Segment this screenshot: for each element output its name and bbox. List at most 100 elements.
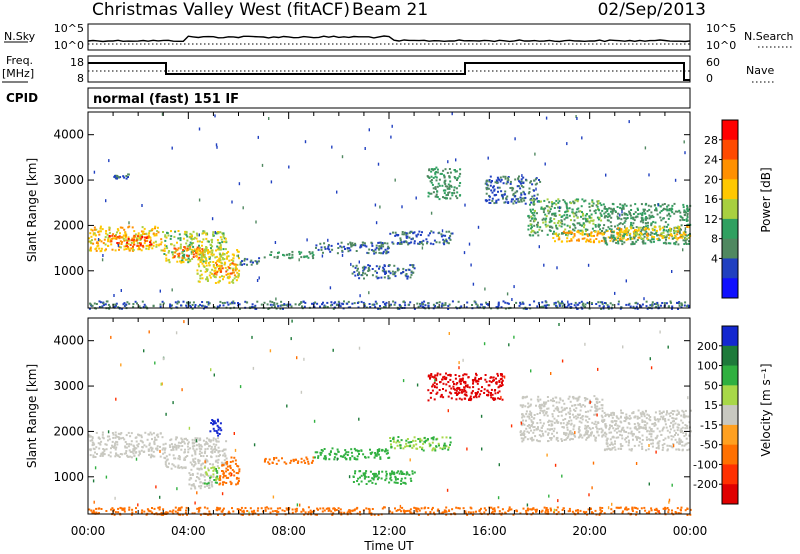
power-cell [203, 250, 206, 253]
power-cell [223, 253, 226, 255]
velocity-cell [620, 411, 623, 414]
velocity-cell [198, 439, 201, 442]
power-cell [140, 237, 143, 240]
velocity-cell [188, 472, 191, 475]
velocity-cell [399, 445, 402, 448]
power-cell [652, 238, 655, 241]
power-cell [624, 217, 627, 220]
power-cell [688, 305, 690, 308]
power-cell [401, 233, 404, 236]
velocity-cell [585, 419, 588, 422]
power-cell [617, 303, 620, 306]
velocity-cell [362, 453, 365, 456]
power-cell [506, 302, 509, 305]
velocity-cell [429, 444, 432, 447]
power-cell [213, 306, 216, 308]
velocity-cell [669, 415, 672, 418]
power-cell [422, 305, 425, 308]
velocity-cell [584, 405, 586, 408]
velocity-cell [231, 460, 234, 463]
power-cell [549, 218, 552, 221]
power-cell [507, 201, 510, 204]
power-cell [147, 234, 150, 237]
power-cell [647, 204, 650, 207]
velocity-cell [675, 432, 677, 434]
velocity-cell [470, 391, 473, 394]
power-cell [603, 216, 606, 219]
power-cell [442, 189, 445, 192]
power-cell [547, 212, 550, 215]
velocity-cell [521, 413, 524, 416]
velocity-cell [205, 472, 208, 475]
velocity-cell [217, 450, 220, 453]
power-cell [337, 247, 340, 249]
power-cell [211, 249, 214, 252]
power-cell [542, 211, 545, 214]
velocity-cell [111, 444, 113, 447]
velocity-cell [217, 458, 220, 461]
velocity-cell [589, 409, 592, 412]
velocity-cell [130, 440, 133, 443]
power-cell [553, 303, 556, 306]
power-cell [118, 248, 120, 251]
power-cell [565, 204, 568, 207]
velocity-cell [192, 447, 195, 450]
velocity-cell [564, 434, 567, 437]
power-cell [233, 263, 236, 266]
velocity-cell [611, 416, 614, 419]
power-cell [185, 242, 188, 245]
velocity-cell [224, 474, 227, 477]
velocity-cell [200, 448, 203, 451]
power-cell [195, 248, 198, 251]
velocity-cell [537, 426, 539, 429]
velocity-cell [579, 409, 582, 412]
velocity-cell [538, 434, 541, 437]
velocity-cell [210, 447, 213, 450]
velocity-cell [525, 427, 528, 430]
power-cell [620, 208, 623, 211]
power-cell [504, 190, 507, 193]
power-cell [562, 199, 565, 201]
power-cell [99, 225, 102, 228]
velocity-cell [102, 448, 105, 450]
power-cell [198, 246, 201, 249]
velocity-cell [123, 438, 126, 441]
velocity-cell [461, 391, 463, 394]
power-cell [189, 304, 191, 307]
power-cell [357, 267, 359, 270]
power-cell [666, 230, 669, 233]
velocity-cell [199, 487, 202, 490]
velocity-cell [449, 443, 451, 446]
velocity-cell [528, 413, 531, 416]
power-cell [98, 306, 101, 308]
velocity-cell [569, 416, 571, 419]
power-cell [162, 302, 165, 305]
power-cell [256, 261, 259, 264]
velocity-cell [174, 457, 177, 460]
power-cell [687, 236, 690, 239]
power-cell [128, 249, 131, 252]
velocity-cell [463, 388, 466, 391]
velocity-cell [532, 426, 535, 429]
power-cell [433, 168, 436, 171]
power-cell [136, 237, 138, 240]
velocity-cell [569, 400, 572, 403]
power-cell [539, 180, 542, 183]
power-cell [645, 216, 648, 218]
power-cell [611, 230, 613, 233]
power-cell [378, 267, 380, 270]
power-cell [621, 243, 624, 246]
velocity-cell [402, 473, 405, 475]
power-cell [266, 303, 269, 306]
velocity-cell [619, 430, 622, 433]
power-speckle [535, 187, 537, 191]
power-cell [337, 242, 340, 245]
power-cell [636, 239, 639, 241]
velocity-cell [200, 484, 203, 487]
velocity-cell [210, 445, 213, 448]
velocity-cell [138, 452, 141, 455]
velocity-cell [497, 397, 500, 400]
power-cell [146, 239, 149, 242]
velocity-cell [177, 466, 180, 469]
velocity-cell [431, 449, 434, 452]
